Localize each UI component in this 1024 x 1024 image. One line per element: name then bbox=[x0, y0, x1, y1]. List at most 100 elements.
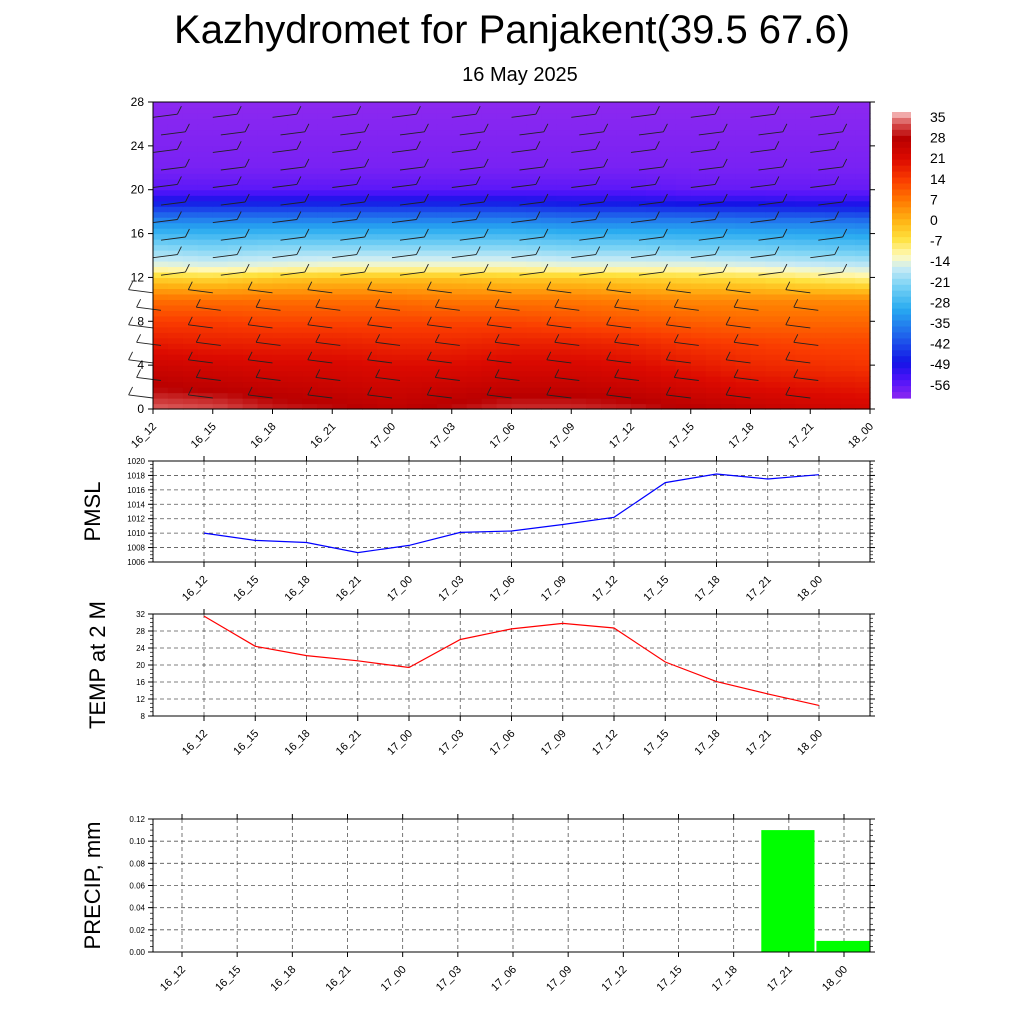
heatmap-cell bbox=[660, 162, 677, 169]
heatmap-cell bbox=[795, 145, 811, 152]
heatmap-cell bbox=[526, 200, 542, 207]
heatmap-cell bbox=[436, 359, 453, 366]
heatmap-cell bbox=[675, 178, 692, 185]
wind-barb-flag bbox=[364, 123, 370, 133]
heatmap-cell bbox=[287, 315, 303, 322]
wind-barb-flag bbox=[483, 228, 489, 238]
heatmap-cell bbox=[795, 282, 811, 289]
heatmap-cell bbox=[825, 184, 841, 191]
heatmap-cell bbox=[242, 381, 259, 388]
wind-barb-flag bbox=[423, 228, 429, 238]
heatmap-cell bbox=[227, 354, 244, 361]
heatmap-cell bbox=[392, 107, 408, 114]
heatmap-cell bbox=[660, 337, 677, 344]
heatmap-cell bbox=[690, 206, 707, 213]
heatmap-cell bbox=[272, 359, 289, 366]
x-tick-label: 16_21 bbox=[334, 728, 364, 758]
heatmap-cell bbox=[855, 359, 871, 366]
wind-barb-flag bbox=[662, 263, 668, 273]
wind-barb bbox=[152, 113, 178, 118]
wind-barb-flag bbox=[244, 193, 250, 203]
heatmap-cell bbox=[347, 337, 363, 344]
heatmap-cell bbox=[317, 293, 333, 300]
heatmap-cell bbox=[780, 288, 796, 295]
wind-barb bbox=[758, 201, 783, 206]
heatmap-cell bbox=[720, 118, 737, 125]
heatmap-cell bbox=[347, 403, 363, 410]
heatmap-cell bbox=[182, 107, 199, 114]
heatmap-cell bbox=[690, 381, 707, 388]
heatmap-cell bbox=[153, 370, 169, 377]
heatmap-cell bbox=[795, 162, 811, 169]
heatmap-cell bbox=[436, 348, 453, 355]
wind-barb-flag bbox=[375, 298, 381, 308]
heatmap-cell bbox=[526, 337, 542, 344]
heatmap-cell bbox=[227, 112, 244, 120]
heatmap-cell bbox=[780, 167, 796, 174]
heatmap-cell bbox=[451, 387, 468, 394]
wind-barb-flag bbox=[475, 211, 481, 220]
heatmap-cell bbox=[436, 244, 453, 251]
heatmap-cell bbox=[855, 348, 871, 355]
wind-barb bbox=[399, 201, 425, 206]
heatmap-cell bbox=[451, 348, 468, 355]
heatmap-cell bbox=[182, 222, 199, 229]
heatmap-cell bbox=[750, 376, 767, 383]
heatmap-cell bbox=[332, 228, 348, 235]
heatmap-cell bbox=[810, 206, 826, 213]
heatmap-cell bbox=[765, 233, 781, 240]
heatmap-cell bbox=[317, 206, 333, 213]
heatmap-cell bbox=[242, 206, 259, 213]
heatmap-cell bbox=[690, 228, 707, 235]
heatmap-cell bbox=[645, 359, 662, 366]
heatmap-cell bbox=[750, 184, 767, 191]
heatmap-cell bbox=[481, 233, 498, 240]
heatmap-cell bbox=[182, 337, 199, 344]
colorbar-cell bbox=[892, 141, 911, 149]
heatmap-cell bbox=[257, 381, 274, 388]
heatmap-cell bbox=[212, 277, 229, 284]
heatmap-cell bbox=[526, 370, 542, 377]
wind-barb-flag bbox=[176, 141, 182, 150]
heatmap-cell bbox=[690, 332, 707, 339]
heatmap-cell bbox=[601, 184, 617, 191]
heatmap-cell bbox=[571, 354, 587, 361]
wind-barb-flag bbox=[774, 246, 780, 255]
heatmap-cell bbox=[690, 140, 707, 147]
heatmap-cell bbox=[212, 387, 229, 394]
wind-barb bbox=[399, 271, 425, 276]
wind-barb-flag bbox=[842, 193, 848, 203]
heatmap-cell bbox=[153, 337, 169, 344]
heatmap-cell bbox=[526, 387, 542, 394]
heatmap-cell bbox=[556, 365, 572, 372]
heatmap-cell bbox=[705, 271, 722, 279]
heatmap-cell bbox=[795, 260, 811, 268]
heatmap-cell bbox=[421, 222, 438, 229]
heatmap-cell bbox=[556, 332, 572, 339]
heatmap-cell bbox=[496, 381, 513, 388]
heatmap-cell bbox=[272, 266, 289, 273]
colorbar-cell bbox=[892, 356, 911, 363]
heatmap-cell bbox=[541, 348, 557, 355]
wind-barb-flag bbox=[423, 263, 429, 273]
wind-barb bbox=[391, 219, 417, 224]
heatmap-cell bbox=[496, 162, 513, 169]
heatmap-cell bbox=[660, 365, 677, 372]
colorbar-cell bbox=[892, 314, 911, 322]
heatmap-cell bbox=[810, 343, 826, 350]
heatmap-cell bbox=[197, 112, 214, 120]
heatmap-cell bbox=[481, 244, 498, 251]
heatmap-cell bbox=[421, 134, 438, 141]
heatmap-cell bbox=[257, 162, 274, 169]
heatmap-cell bbox=[750, 134, 767, 141]
heatmap-cell bbox=[167, 381, 184, 388]
heatmap-cell bbox=[317, 184, 333, 191]
heatmap-cell bbox=[362, 332, 378, 339]
heatmap-cell bbox=[690, 195, 707, 202]
heatmap-cell bbox=[332, 184, 348, 191]
heatmap-cell bbox=[795, 107, 811, 114]
heatmap-cell bbox=[720, 156, 737, 163]
heatmap-cell bbox=[855, 162, 871, 169]
heatmap-cell bbox=[720, 195, 737, 202]
heatmap-cell bbox=[631, 162, 647, 169]
